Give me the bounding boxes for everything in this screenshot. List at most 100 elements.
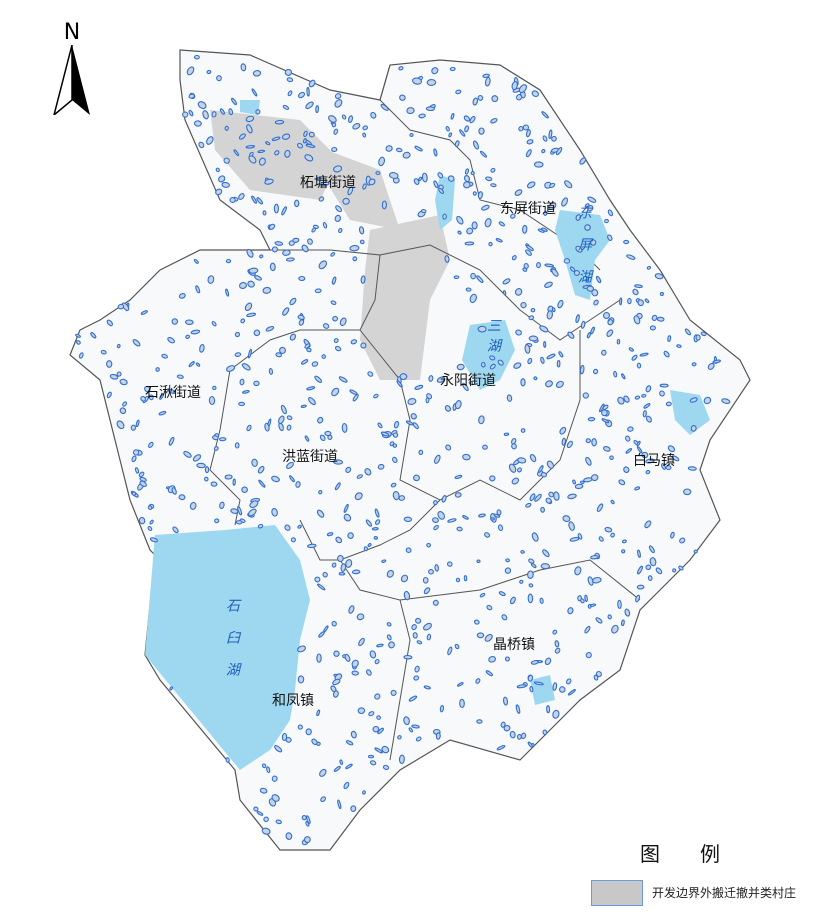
village-patch (454, 643, 460, 650)
village-patch (584, 594, 588, 603)
village-patch (423, 587, 431, 595)
village-patch (193, 258, 199, 264)
village-patch (122, 401, 128, 407)
village-patch (75, 333, 81, 338)
village-patch (642, 410, 647, 418)
village-patch (90, 332, 97, 339)
village-patch (268, 367, 273, 375)
village-patch (225, 757, 230, 763)
village-patch (378, 156, 385, 167)
village-patch (562, 515, 571, 523)
village-patch (542, 135, 548, 142)
village-patch (206, 136, 214, 145)
village-patch (545, 497, 552, 504)
village-patch (116, 343, 121, 349)
village-patch (225, 258, 232, 264)
village-patch (268, 223, 276, 230)
village-patch (311, 227, 317, 233)
village-patch (316, 583, 326, 591)
district-boundaries (209, 64, 641, 761)
village-patch (305, 728, 312, 736)
village-patch (493, 513, 501, 518)
village-patch (284, 524, 291, 531)
village-patch (433, 500, 438, 506)
village-patch (362, 132, 367, 138)
village-patch (593, 674, 599, 681)
lake-label-dongping: 东屏湖 (576, 205, 592, 301)
village-patch (636, 362, 642, 369)
village-patch (541, 227, 548, 232)
village-patch (595, 617, 603, 624)
village-patch (389, 441, 395, 447)
village-patch (524, 344, 531, 354)
village-patch (372, 725, 380, 733)
village-patch (683, 488, 692, 496)
village-patch (518, 84, 527, 94)
village-patch (436, 376, 446, 383)
village-patch (667, 445, 676, 453)
village-patch (456, 363, 465, 371)
village-patch (297, 675, 305, 684)
village-patch (119, 407, 127, 415)
village-patch (414, 665, 420, 673)
village-patch (403, 590, 411, 601)
village-patch (347, 532, 354, 539)
village-patch (286, 415, 293, 421)
village-patch (314, 375, 323, 383)
village-patch (406, 107, 415, 115)
village-patch (530, 563, 537, 569)
village-patch (421, 172, 428, 183)
village-patch (246, 248, 254, 258)
village-patch (289, 333, 297, 341)
village-patch (514, 288, 523, 296)
village-patch (533, 681, 544, 686)
village-patch (423, 685, 431, 690)
village-patch (476, 719, 483, 724)
village-patch (423, 622, 432, 631)
village-patch (613, 370, 618, 378)
village-patch (604, 218, 609, 224)
village-patch (242, 390, 250, 394)
village-patch (502, 290, 507, 296)
village-patch (316, 653, 322, 663)
village-patch (294, 199, 300, 208)
village-patch (345, 559, 353, 568)
village-patch (334, 99, 343, 108)
village-patch (306, 386, 316, 391)
village-patch (333, 650, 340, 657)
village-patch (367, 754, 375, 759)
village-patch (520, 428, 526, 433)
village-patch (542, 729, 548, 736)
village-patch (607, 319, 614, 326)
village-patch (155, 367, 160, 372)
village-patch (633, 315, 641, 325)
village-patch (251, 195, 257, 204)
village-patch (403, 716, 410, 726)
village-patch (554, 647, 561, 654)
village-patch (476, 559, 481, 564)
village-patch (382, 764, 390, 770)
village-patch (447, 518, 457, 523)
village-patch (301, 359, 309, 365)
village-patch (183, 450, 192, 458)
village-patch (537, 465, 544, 473)
village-patch (212, 385, 217, 391)
village-patch (255, 109, 261, 115)
village-patch (511, 255, 517, 261)
village-patch (211, 321, 217, 327)
village-patch (119, 378, 128, 386)
village-patch (634, 284, 643, 289)
village-patch (478, 415, 485, 425)
village-patch (625, 448, 633, 454)
village-patch (196, 462, 206, 469)
village-patch (75, 340, 81, 345)
village-patch (647, 575, 653, 581)
village-patch (341, 422, 348, 433)
village-patch (305, 143, 316, 148)
village-patch (607, 614, 612, 620)
village-patch (334, 345, 342, 352)
village-patch (253, 329, 261, 337)
village-patch (358, 226, 365, 235)
village-patch (286, 461, 294, 469)
village-patch (206, 69, 212, 75)
